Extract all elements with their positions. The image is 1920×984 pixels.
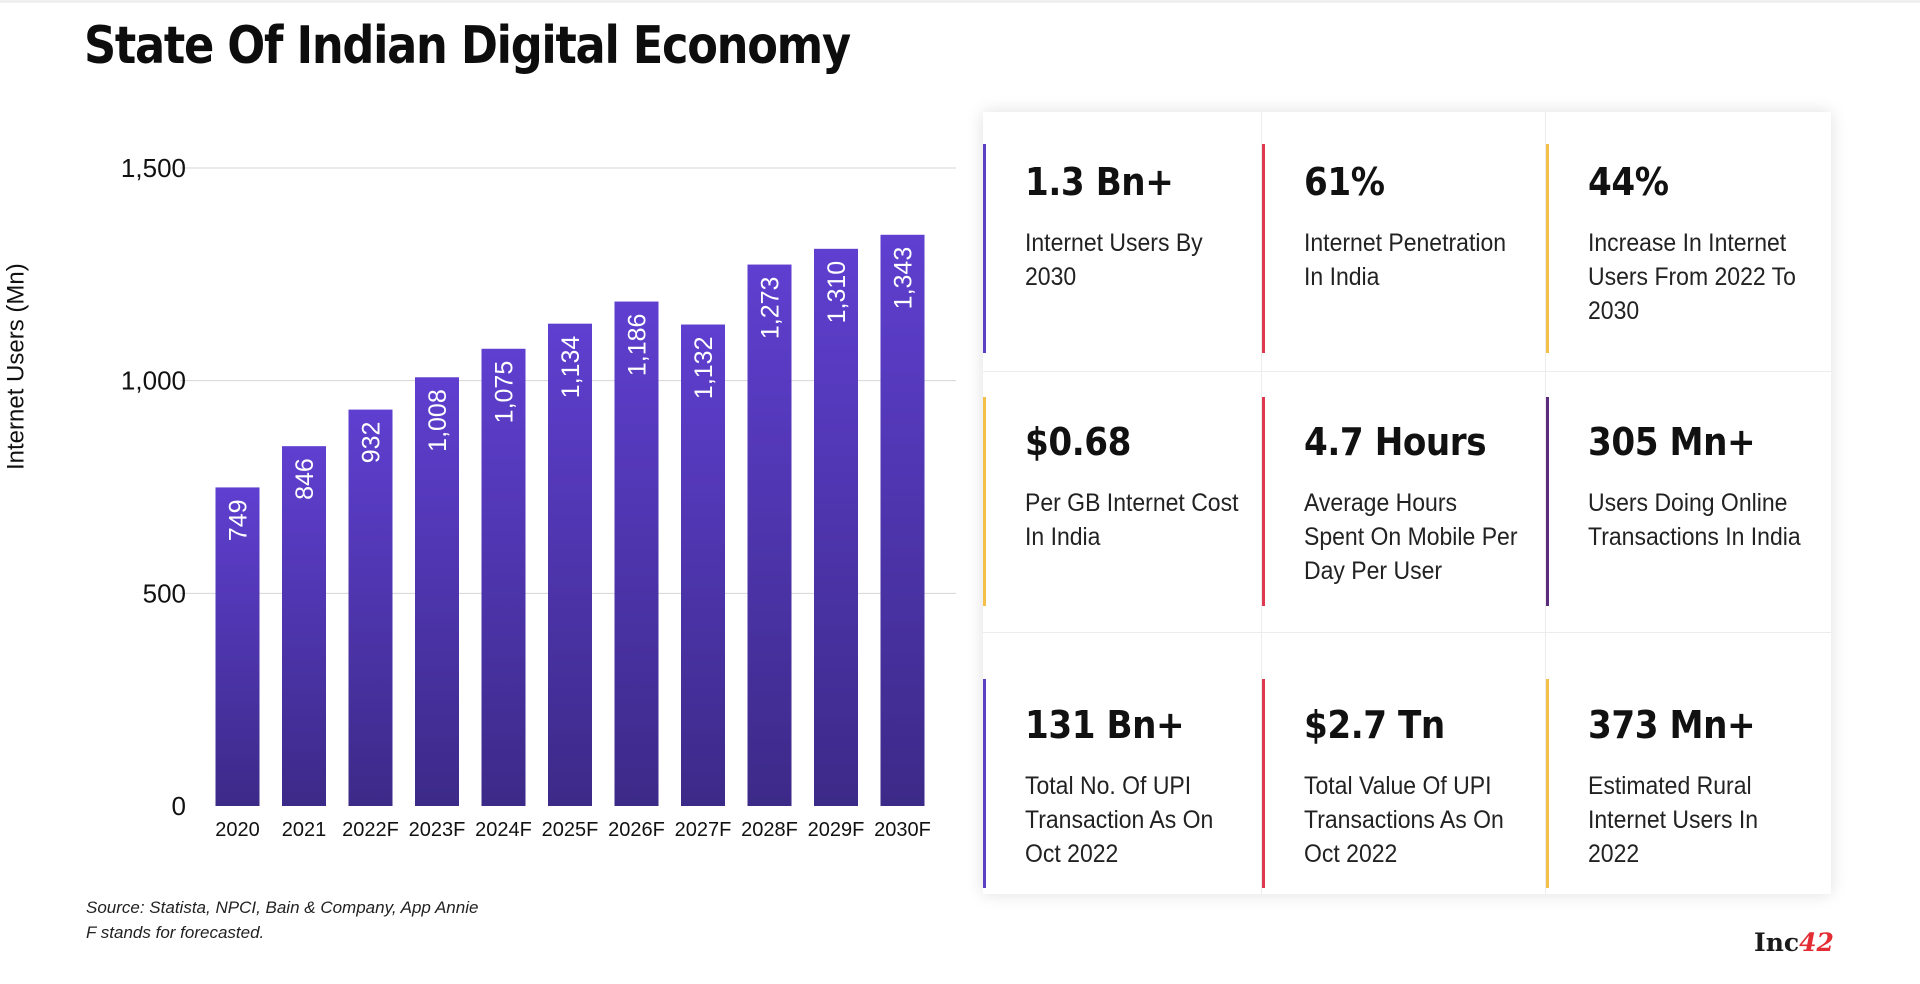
bar-2027F [681,324,725,806]
stat-value: $2.7 Tn [1304,703,1445,747]
bar-2026F [614,301,659,806]
bar-data-label: 1,186 [624,314,652,377]
stat-card: 1.3 Bn+ Internet Users By 2030 [983,112,1262,372]
bar-data-label: 846 [291,458,319,500]
stat-label: Total Value Of UPI Transactions As On Oc… [1304,772,1504,868]
stat-value: 4.7 Hours [1304,420,1487,464]
y-tick-label: 1,000 [121,366,186,396]
bar-data-label: 1,273 [757,277,785,340]
bar-data-label: 1,132 [690,337,718,400]
bar-2023F [415,377,459,806]
stat-card: 305 Mn+ Users Doing Online Transactions I… [1546,372,1831,633]
brand-logo: Inc42 [1754,928,1834,957]
stat-accent-bar [1262,144,1265,353]
stat-accent-bar [1262,679,1265,888]
stat-card: 131 Bn+ Total No. Of UPI Transaction As O… [983,633,1262,894]
source-line: Source: Statista, NPCI, Bain & Company, … [86,898,479,917]
stat-card: $2.7 Tn Total Value Of UPI Transactions A… [1262,633,1546,894]
x-tick-label: 2025F [542,819,599,841]
x-tick-label: 2024F [475,819,532,841]
bar-2024F [481,348,526,806]
stat-value: $0.68 [1025,420,1131,464]
stat-value: 373 Mn+ [1588,703,1756,747]
stat-value: 61% [1304,160,1385,204]
stat-value: 1.3 Bn+ [1025,160,1174,204]
stat-accent-bar [983,679,986,888]
bar-2020 [215,487,260,806]
bar-data-label: 1,075 [491,361,519,424]
top-divider [0,0,1920,3]
bar-2022F [348,409,393,806]
stat-label: Total No. Of UPI Transaction As On Oct 2… [1025,772,1214,868]
stat-card: 4.7 Hours Average Hours Spent On Mobile P… [1262,372,1546,633]
stat-value: 305 Mn+ [1588,420,1756,464]
stat-accent-bar [983,397,986,606]
source-note: Source: Statista, NPCI, Bain & Company, … [86,895,478,945]
page-title: State Of Indian Digital Economy [84,16,851,76]
stat-label: Internet Users By 2030 [1025,229,1203,291]
stat-value: 44% [1588,160,1669,204]
x-tick-label: 2022F [342,819,399,841]
bar-data-label: 1,310 [823,261,851,324]
stats-panel: 1.3 Bn+ Internet Users By 2030 61% Internet… [983,112,1831,894]
x-tick-label: 2023F [409,819,466,841]
y-tick-label: 1,500 [121,153,186,183]
stat-accent-bar [1546,397,1549,606]
y-axis-title: Internet Users (Mn) [3,263,30,470]
x-tick-label: 2029F [808,819,865,841]
stat-label: Users Doing Online Transactions In India [1588,489,1801,551]
bar-2025F [548,323,592,806]
bar-2030F [880,234,925,806]
stat-accent-bar [1546,144,1549,353]
x-tick-label: 2028F [741,819,798,841]
stat-card: 44% Increase In Internet Users From 2022 … [1546,112,1831,372]
stat-accent-bar [983,144,986,353]
bar-data-label: 932 [358,422,386,464]
bar-2029F [814,248,858,806]
bar-2028F [747,264,792,806]
x-tick-label: 2030F [874,819,931,841]
x-tick-label: 2020 [215,819,260,841]
y-tick-label: 0 [172,791,186,821]
stat-card: 61% Internet Penetration In India [1262,112,1546,372]
stat-label: Per GB Internet Cost In India [1025,489,1239,551]
forecast-note: F stands for forecasted. [86,923,265,942]
y-tick-label: 500 [143,578,186,608]
bar-data-label: 1,343 [890,247,918,310]
stat-card: $0.68 Per GB Internet Cost In India [983,372,1262,633]
x-tick-label: 2026F [608,819,665,841]
x-tick-label: 2027F [675,819,732,841]
bar-data-label: 1,008 [424,389,452,452]
stat-value: 131 Bn+ [1025,703,1185,747]
stat-label: Increase In Internet Users From 2022 To … [1588,229,1796,325]
stat-label: Average Hours Spent On Mobile Per Day Pe… [1304,489,1518,585]
stat-label: Internet Penetration In India [1304,229,1507,291]
stat-label: Estimated Rural Internet Users In 2022 [1588,772,1759,868]
bar-data-label: 749 [225,499,253,541]
stat-accent-bar [1546,679,1549,888]
bar-2021 [282,446,326,806]
bar-chart: 0 500 1,000 1,500 749 2020 846 2021 932 2022F 1,00… [3,153,956,841]
x-tick-label: 2021 [282,819,327,841]
bar-data-label: 1,134 [557,336,585,399]
stat-card: 373 Mn+ Estimated Rural Internet Users In… [1546,633,1831,894]
stat-accent-bar [1262,397,1265,606]
